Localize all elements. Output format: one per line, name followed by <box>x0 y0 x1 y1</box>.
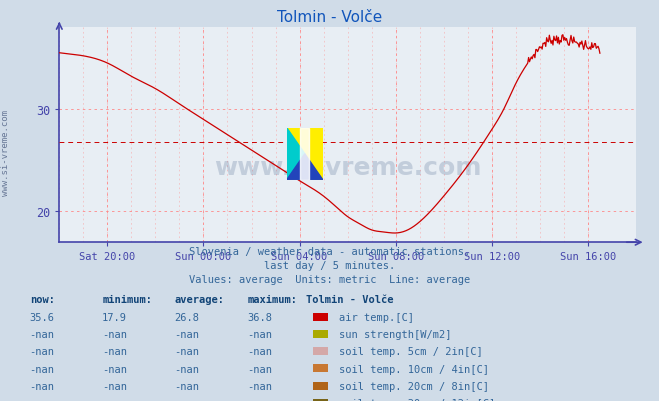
Text: minimum:: minimum: <box>102 295 152 305</box>
Text: Values: average  Units: metric  Line: average: Values: average Units: metric Line: aver… <box>189 275 470 285</box>
Text: 17.9: 17.9 <box>102 312 127 322</box>
Text: Tolmin - Volče: Tolmin - Volče <box>306 295 394 305</box>
Text: soil temp. 5cm / 2in[C]: soil temp. 5cm / 2in[C] <box>339 346 483 356</box>
Text: last day / 5 minutes.: last day / 5 minutes. <box>264 261 395 271</box>
Text: -nan: -nan <box>247 346 272 356</box>
Text: -nan: -nan <box>102 346 127 356</box>
Text: -nan: -nan <box>102 381 127 391</box>
Text: air temp.[C]: air temp.[C] <box>339 312 415 322</box>
Text: -nan: -nan <box>175 381 200 391</box>
Polygon shape <box>287 128 323 180</box>
Text: -nan: -nan <box>30 329 55 339</box>
Text: 35.6: 35.6 <box>30 312 55 322</box>
Text: -nan: -nan <box>247 329 272 339</box>
Text: 26.8: 26.8 <box>175 312 200 322</box>
Text: www.si-vreme.com: www.si-vreme.com <box>1 109 10 195</box>
Text: soil temp. 30cm / 12in[C]: soil temp. 30cm / 12in[C] <box>339 398 496 401</box>
Text: -nan: -nan <box>30 381 55 391</box>
Text: -nan: -nan <box>102 398 127 401</box>
Text: -nan: -nan <box>247 381 272 391</box>
Text: now:: now: <box>30 295 55 305</box>
Text: sun strength[W/m2]: sun strength[W/m2] <box>339 329 452 339</box>
Text: average:: average: <box>175 295 225 305</box>
Polygon shape <box>301 128 309 180</box>
Text: -nan: -nan <box>175 398 200 401</box>
Polygon shape <box>287 128 304 180</box>
Text: -nan: -nan <box>175 364 200 374</box>
Text: www.si-vreme.com: www.si-vreme.com <box>214 156 481 180</box>
Text: -nan: -nan <box>102 364 127 374</box>
Text: -nan: -nan <box>30 364 55 374</box>
Text: -nan: -nan <box>175 329 200 339</box>
Text: -nan: -nan <box>102 329 127 339</box>
Text: 36.8: 36.8 <box>247 312 272 322</box>
Text: -nan: -nan <box>247 364 272 374</box>
Text: -nan: -nan <box>30 346 55 356</box>
Text: soil temp. 20cm / 8in[C]: soil temp. 20cm / 8in[C] <box>339 381 490 391</box>
Text: maximum:: maximum: <box>247 295 297 305</box>
Text: -nan: -nan <box>30 398 55 401</box>
Polygon shape <box>287 154 323 180</box>
Text: Slovenia / weather data - automatic stations.: Slovenia / weather data - automatic stat… <box>189 247 470 257</box>
Text: Tolmin - Volče: Tolmin - Volče <box>277 10 382 25</box>
Text: soil temp. 10cm / 4in[C]: soil temp. 10cm / 4in[C] <box>339 364 490 374</box>
Text: -nan: -nan <box>247 398 272 401</box>
Text: -nan: -nan <box>175 346 200 356</box>
